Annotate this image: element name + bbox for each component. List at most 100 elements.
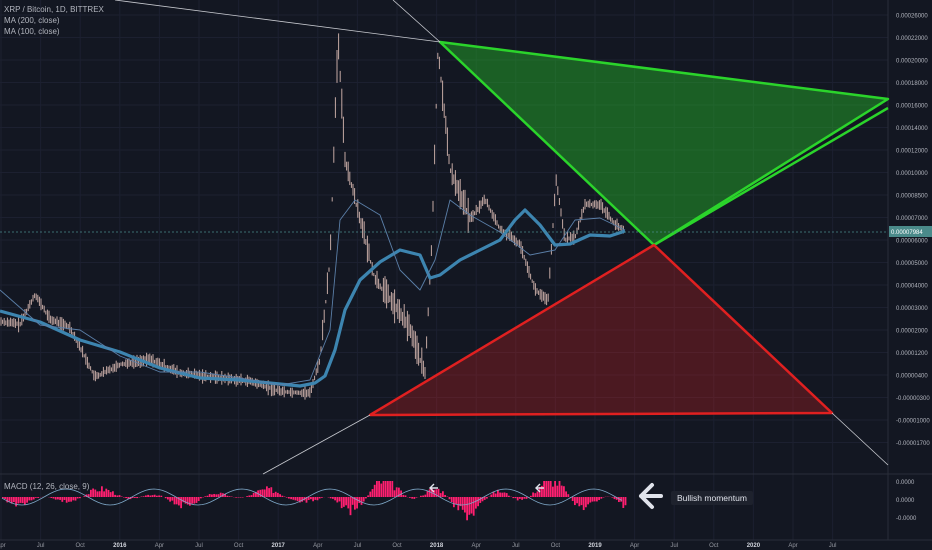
macd-bar	[453, 497, 455, 508]
macd-bar	[470, 497, 473, 514]
macd-bar	[380, 483, 383, 497]
macd-bar	[448, 497, 451, 500]
macd-bar	[142, 496, 145, 497]
x-tick-label: Oct	[76, 543, 86, 549]
macd-bar	[175, 497, 178, 505]
macd-bar	[439, 493, 442, 497]
trendline-left	[262, 414, 371, 475]
macd-bar	[571, 497, 574, 501]
macd-bar	[6, 497, 9, 503]
macd-bar	[413, 497, 416, 499]
x-tick-label: Apr	[630, 543, 639, 549]
x-tick-label: 2018	[430, 543, 444, 549]
macd-bar	[457, 497, 460, 511]
macd-bar	[444, 494, 446, 497]
macd-bar	[334, 497, 336, 501]
x-tick-label: Oct	[709, 543, 719, 549]
macd-bar	[411, 497, 413, 499]
macd-bar	[125, 497, 127, 499]
macd-bar	[160, 495, 163, 497]
ma100-legend[interactable]: MA (100, close)	[4, 27, 60, 36]
macd-bar	[268, 488, 270, 497]
macd-bar	[107, 490, 110, 497]
trendline-steep	[392, 0, 441, 43]
macd-bar	[514, 497, 517, 499]
macd-bar	[391, 481, 394, 497]
x-tick-label: Oct	[234, 543, 244, 549]
macd-bar	[301, 497, 303, 502]
macd-bar	[508, 495, 510, 497]
current-price-label: 0.00007984	[891, 230, 923, 236]
macd-bar	[182, 497, 185, 503]
macd-bar	[169, 497, 171, 502]
macd-bar	[263, 489, 266, 497]
macd-bar	[367, 495, 369, 497]
macd-bar	[114, 494, 116, 497]
macd-bar	[356, 497, 358, 509]
macd-bar	[50, 497, 53, 498]
macd-bar	[461, 497, 464, 510]
small-arrow-icon	[535, 483, 544, 493]
macd-bar	[358, 497, 361, 504]
macd-legend[interactable]: MACD (12, 26, close, 9)	[4, 482, 90, 491]
macd-bar	[305, 497, 308, 503]
macd-bar	[321, 497, 323, 498]
macd-bar	[250, 495, 253, 497]
macd-bar	[574, 497, 576, 506]
macd-bar	[466, 497, 468, 521]
macd-bar	[477, 497, 479, 507]
x-tick-label: Oct	[551, 543, 561, 549]
macd-bar	[424, 494, 427, 497]
macd-bar	[611, 497, 614, 498]
macd-bar	[21, 497, 24, 504]
macd-bar	[316, 497, 319, 501]
macd-bar	[393, 490, 396, 497]
macd-bar	[90, 489, 92, 497]
macd-bar	[519, 497, 521, 499]
macd-bar	[206, 495, 209, 497]
macd-bar	[347, 497, 350, 509]
macd-bar	[294, 497, 297, 501]
macd-bar	[186, 497, 189, 505]
macd-bar	[483, 497, 486, 500]
macd-bar	[351, 497, 354, 505]
bull-triangle	[438, 40, 890, 247]
ma100-line	[0, 199, 626, 386]
ma200-legend[interactable]: MA (200, close)	[4, 16, 60, 25]
macd-bar	[549, 481, 552, 497]
macd-bar	[371, 489, 374, 497]
macd-bar	[136, 497, 138, 499]
macd-bar	[486, 497, 488, 499]
macd-bar	[490, 494, 493, 497]
macd-bar	[32, 497, 35, 500]
macd-bar	[72, 497, 75, 501]
macd-bar	[512, 497, 515, 499]
macd-bar	[587, 497, 589, 505]
x-tick-label: Apr	[472, 543, 481, 549]
macd-bar	[593, 497, 596, 502]
macd-bar	[54, 497, 57, 500]
macd-bar	[598, 497, 600, 501]
y-tick-label: -0.00001700	[896, 441, 930, 447]
trendline-right	[831, 412, 889, 466]
macd-bar	[409, 497, 411, 498]
macd-bar	[384, 481, 387, 497]
macd-bar	[184, 497, 187, 504]
macd-bar	[349, 497, 352, 516]
bear-triangle	[368, 243, 834, 417]
macd-bar	[545, 481, 548, 497]
macd-tick-label: -0.0000	[896, 516, 917, 522]
y-tick-label: 0.00020000	[896, 59, 928, 65]
macd-bar	[151, 495, 154, 497]
y-tick-label: 0.00012000	[896, 149, 928, 155]
ma200-line	[0, 208, 626, 388]
macd-bar	[585, 497, 587, 508]
macd-bar	[70, 497, 72, 502]
symbol-title[interactable]: XRP / Bitcoin, 1D, BITTREX	[4, 5, 104, 14]
macd-bar	[336, 497, 339, 503]
price-label-bg	[889, 226, 932, 237]
small-arrow-icon	[429, 483, 438, 493]
macd-bar	[387, 481, 389, 497]
macd-bar	[272, 492, 275, 497]
